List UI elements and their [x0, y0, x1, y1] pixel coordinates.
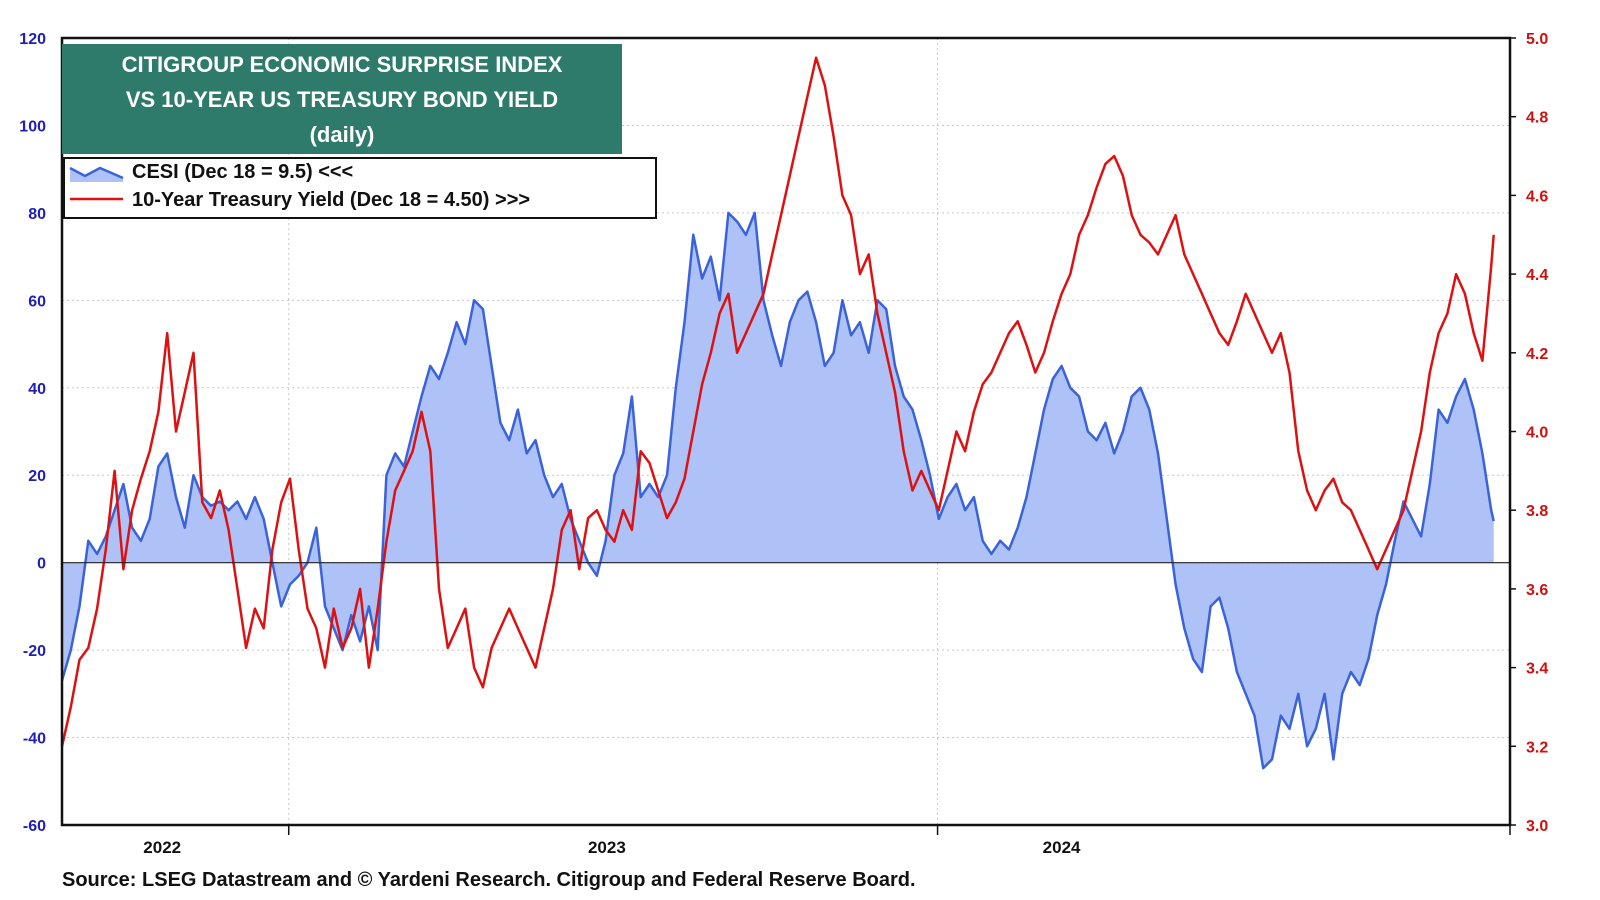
right-tick-label: 3.4 — [1526, 661, 1548, 678]
left-tick-label: 120 — [19, 31, 46, 48]
x-tick-label: 2022 — [143, 838, 181, 857]
left-tick-label: 0 — [37, 556, 46, 573]
right-tick-label: 4.6 — [1526, 188, 1548, 205]
left-tick-label: -20 — [23, 643, 46, 660]
legend: CESI (Dec 18 = 9.5) <<< 10-Year Treasury… — [63, 157, 657, 219]
right-tick-label: 5.0 — [1526, 31, 1548, 48]
right-tick-label: 4.0 — [1526, 425, 1548, 442]
right-tick-label: 4.4 — [1526, 267, 1548, 284]
x-axis-ticks: 2022 2023 2024 — [143, 838, 1081, 857]
chart-title-box: CITIGROUP ECONOMIC SURPRISE INDEX VS 10-… — [62, 44, 622, 154]
right-tick-label: 4.8 — [1526, 110, 1548, 127]
left-tick-label: 20 — [28, 468, 46, 485]
legend-label-yield: 10-Year Treasury Yield (Dec 18 = 4.50) >… — [132, 189, 530, 211]
left-tick-label: -40 — [23, 731, 46, 748]
left-tick-label: -60 — [23, 818, 46, 835]
cesi-area — [62, 212, 1494, 769]
chart-title-line-3: (daily) — [310, 122, 375, 147]
left-tick-label: 40 — [28, 381, 46, 398]
plot-area — [60, 56, 1495, 770]
left-tick-label: 60 — [28, 293, 46, 310]
left-axis-ticks: 120 100 80 60 40 20 0 -20 -40 -60 — [19, 31, 46, 835]
right-tick-label: 3.2 — [1526, 739, 1548, 756]
legend-swatch-cesi — [69, 166, 124, 182]
right-tick-label: 3.6 — [1526, 582, 1548, 599]
right-axis-ticks: 5.0 4.8 4.6 4.4 4.2 4.0 3.8 3.6 3.4 3.2 3.0 — [1510, 31, 1548, 835]
source-note: Source: LSEG Datastream and © Yardeni Re… — [62, 869, 916, 891]
treasury-yield-line — [60, 56, 1495, 747]
x-tick-label: 2024 — [1043, 838, 1081, 857]
x-tick-label: 2023 — [588, 838, 626, 857]
chart-title-line-1: CITIGROUP ECONOMIC SURPRISE INDEX — [122, 52, 563, 77]
right-tick-label: 4.2 — [1526, 346, 1548, 363]
left-tick-label: 100 — [19, 118, 46, 135]
chart-title-line-2: VS 10-YEAR US TREASURY BOND YIELD — [126, 87, 558, 112]
left-tick-label: 80 — [28, 206, 46, 223]
right-tick-label: 3.8 — [1526, 503, 1548, 520]
right-tick-label: 3.0 — [1526, 818, 1548, 835]
legend-label-cesi: CESI (Dec 18 = 9.5) <<< — [132, 161, 353, 183]
